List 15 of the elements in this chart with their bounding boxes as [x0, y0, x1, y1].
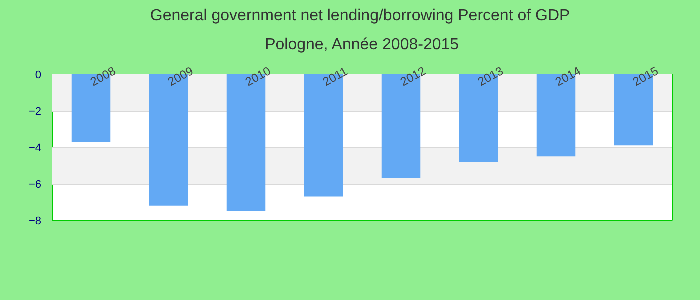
x-tick-label: 2008: [88, 64, 119, 90]
y-tick-label: −4: [28, 142, 42, 154]
x-tick-label: 2015: [630, 64, 662, 90]
x-tick-label: 2010: [243, 64, 274, 90]
x-tick-label: 2009: [166, 64, 196, 90]
y-tick-label: −2: [28, 106, 42, 118]
x-tick-label: 2014: [553, 64, 584, 90]
x-tick-label: 2012: [398, 64, 429, 90]
chart-title: General government net lending/borrowing Percent of GDP: [150, 8, 570, 24]
x-tick-label: 2011: [320, 64, 350, 90]
x-tick-label: 2013: [476, 64, 506, 90]
y-tick-label: 0: [35, 70, 42, 82]
y-tick-label: −6: [28, 179, 42, 191]
y-tick-label: −8: [28, 216, 42, 228]
chart-subtitle: Pologne, Année 2008-2015: [265, 36, 460, 54]
